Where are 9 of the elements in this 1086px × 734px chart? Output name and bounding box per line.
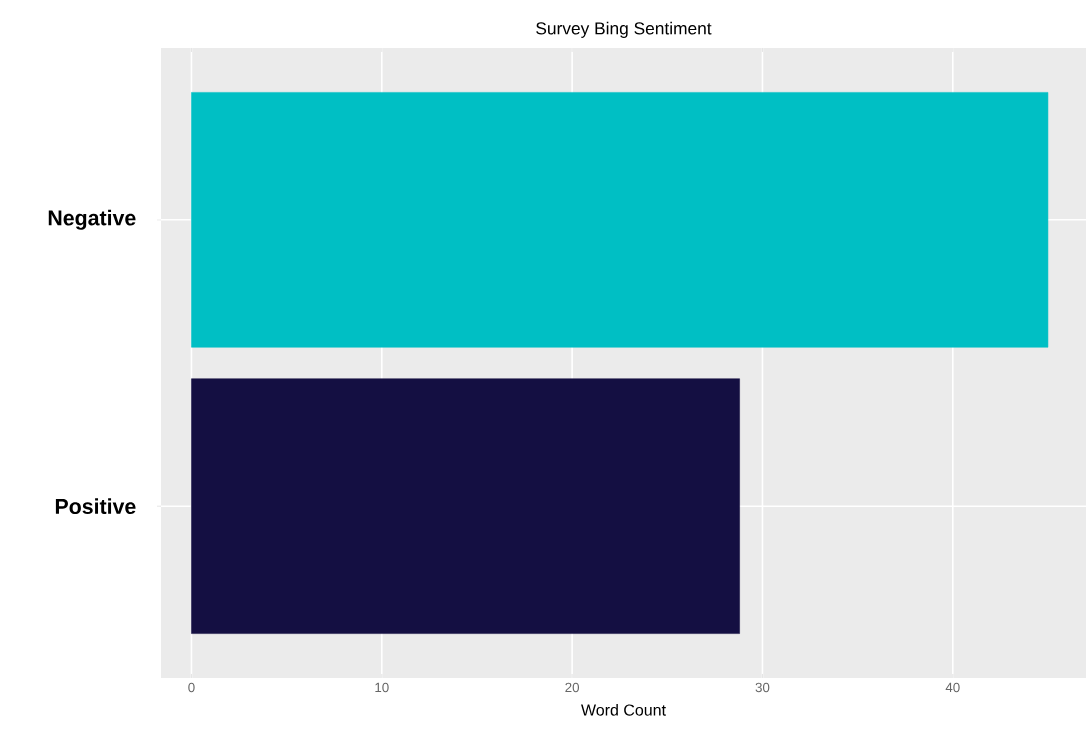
x-axis-title: Word Count <box>581 703 666 716</box>
y-tick-label: Negative <box>48 209 136 230</box>
x-tick-label: 30 <box>755 682 770 693</box>
chart-title: Survey Bing Sentiment <box>536 21 712 38</box>
x-tick-label: 20 <box>565 682 580 693</box>
y-tick-label: Positive <box>55 498 136 515</box>
x-tick-label: 40 <box>945 682 960 693</box>
x-tick-label: 10 <box>375 682 389 693</box>
x-tick-label: 0 <box>188 682 195 693</box>
